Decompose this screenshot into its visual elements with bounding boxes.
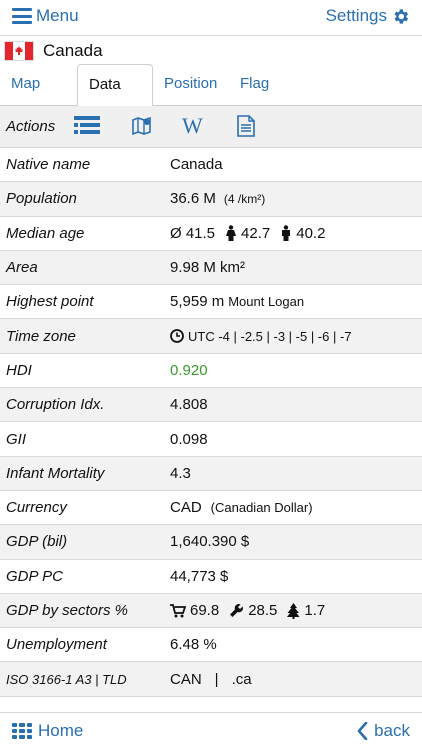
settings-button[interactable]: Settings xyxy=(326,6,410,26)
gdp-bil-value: 1,640.390 $ xyxy=(170,533,250,551)
unemployment-value: 6.48 % xyxy=(170,636,217,654)
tree-icon xyxy=(287,602,300,619)
population-density: (4 /km²) xyxy=(223,191,266,206)
table-row: Unemployment 6.48 % xyxy=(0,628,422,663)
row-label: Currency xyxy=(6,499,67,517)
corruption-value: 4.808 xyxy=(170,396,208,414)
clock-icon xyxy=(170,329,184,344)
row-label: Population xyxy=(6,190,77,208)
currency-name: (Canadian Dollar) xyxy=(210,500,313,516)
table-row: GDP (bil) 1,640.390 $ xyxy=(0,525,422,560)
settings-label: Settings xyxy=(325,6,387,25)
tld-value: .ca xyxy=(231,670,252,688)
gear-icon xyxy=(394,8,409,24)
highest-point-name: Mount Logan xyxy=(228,294,305,310)
gdp-agriculture-value: 1.7 xyxy=(304,602,326,619)
grid-icon xyxy=(12,723,32,739)
row-label: ISO 3166-1 A3 | TLD xyxy=(6,671,127,687)
list-view-icon[interactable] xyxy=(74,115,100,135)
table-row: HDI 0.920 xyxy=(0,353,422,389)
iso-code-value: CAN xyxy=(170,670,202,688)
population-value: 36.6 M xyxy=(170,190,216,208)
tab-bar: Map Data Position Flag xyxy=(0,64,422,107)
home-label: Home xyxy=(38,721,84,740)
data-table: Native name Canada Population 36.6 M (4 … xyxy=(0,148,422,697)
row-label: Corruption Idx. xyxy=(6,396,105,414)
row-label: Infant Mortality xyxy=(6,464,105,482)
median-age-male: 40.2 xyxy=(296,224,326,242)
menu-button[interactable]: Menu xyxy=(12,6,79,26)
table-row: Area 9.98 M km² xyxy=(0,250,422,286)
row-label: Median age xyxy=(6,224,85,242)
row-label: Highest point xyxy=(6,293,94,311)
median-age-female: 42.7 xyxy=(241,224,271,242)
table-row: Currency CAD (Canadian Dollar) xyxy=(0,490,422,526)
tab-flag[interactable]: Flag xyxy=(240,75,270,92)
document-icon[interactable] xyxy=(237,115,255,137)
home-button[interactable]: Home xyxy=(12,721,83,741)
menu-label: Menu xyxy=(36,6,79,25)
table-row: Infant Mortality 4.3 xyxy=(0,456,422,491)
gdp-industry-value: 28.5 xyxy=(248,602,278,619)
country-name: Canada xyxy=(43,40,103,60)
table-row: Corruption Idx. 4.808 xyxy=(0,388,422,423)
gdp-services-value: 69.8 xyxy=(190,602,220,619)
table-row: GDP PC 44,773 $ xyxy=(0,559,422,594)
row-label: HDI xyxy=(6,361,32,379)
shopping-cart-icon xyxy=(170,603,186,617)
iso-separator: | xyxy=(214,670,219,688)
row-label: Area xyxy=(6,259,38,277)
male-icon xyxy=(282,225,291,242)
wrench-icon xyxy=(230,604,244,617)
female-icon xyxy=(226,225,237,242)
bottom-bar: Home back xyxy=(0,712,422,750)
area-value: 9.98 M km² xyxy=(170,259,246,277)
row-label: Time zone xyxy=(6,327,76,345)
row-label: GII xyxy=(6,430,27,448)
infant-mortality-value: 4.3 xyxy=(170,464,191,482)
table-row: Median age Ø 41.5 42.7 40.2 xyxy=(0,216,422,251)
tab-position[interactable]: Position xyxy=(164,75,218,92)
wikipedia-icon[interactable]: W xyxy=(182,113,203,138)
tab-data[interactable]: Data xyxy=(77,64,153,107)
top-bar: Menu Settings xyxy=(0,0,422,36)
chevron-left-icon xyxy=(357,722,368,740)
country-header: Canada xyxy=(0,37,422,64)
row-label: Unemployment xyxy=(6,636,107,654)
canada-flag-icon xyxy=(4,40,34,61)
table-row: ISO 3166-1 A3 | TLD CAN | .ca xyxy=(0,662,422,697)
actions-bar: Actions W xyxy=(0,106,422,148)
gdp-pc-value: 44,773 $ xyxy=(170,567,229,585)
hamburger-icon xyxy=(12,8,32,24)
table-row: Population 36.6 M (4 /km²) xyxy=(0,182,422,217)
table-row: Highest point 5,959 m Mount Logan xyxy=(0,285,422,320)
back-label: back xyxy=(374,721,410,740)
time-zone-value: UTC -4 | -2.5 | -3 | -5 | -6 | -7 xyxy=(188,328,352,344)
median-age-total: Ø 41.5 xyxy=(170,224,216,242)
back-button[interactable]: back xyxy=(357,721,410,741)
table-row: Time zone UTC -4 | -2.5 | -3 | -5 | -6 |… xyxy=(0,319,422,354)
gii-value: 0.098 xyxy=(170,430,208,448)
map-icon[interactable] xyxy=(131,115,153,137)
hdi-value: 0.920 xyxy=(170,361,208,379)
row-label: GDP PC xyxy=(6,567,63,585)
table-row: Native name Canada xyxy=(0,148,422,183)
row-label: GDP by sectors % xyxy=(6,602,128,619)
table-row: GDP by sectors % 69.8 28.5 1.7 xyxy=(0,593,422,629)
actions-label: Actions xyxy=(6,118,56,135)
highest-point-value: 5,959 m xyxy=(170,293,225,311)
currency-code: CAD xyxy=(170,499,202,517)
row-label: Native name xyxy=(6,156,91,174)
table-row: GII 0.098 xyxy=(0,422,422,457)
row-label: GDP (bil) xyxy=(6,533,68,551)
tab-map[interactable]: Map xyxy=(11,75,41,92)
native-name-value: Canada xyxy=(170,156,223,174)
